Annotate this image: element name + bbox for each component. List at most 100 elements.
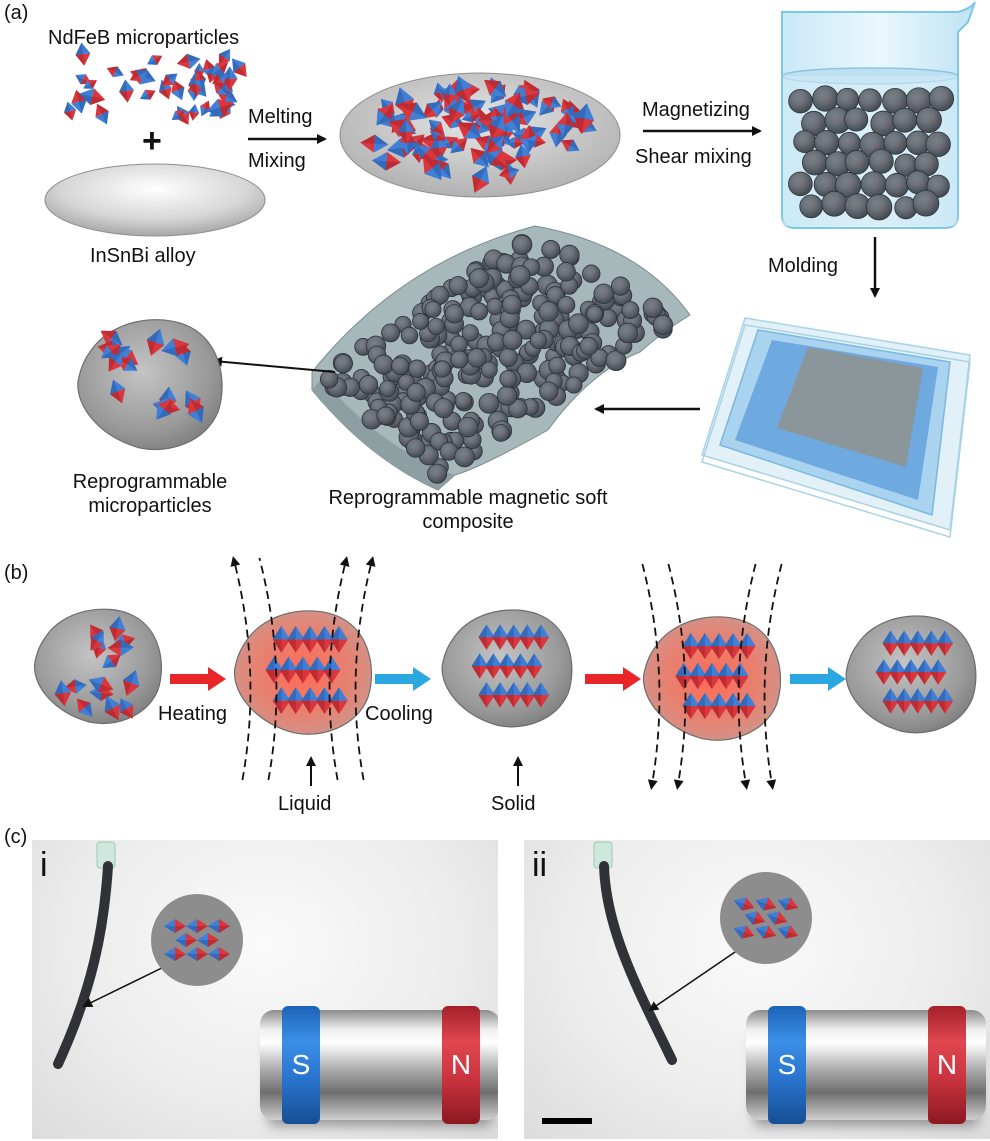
magnetic-field-line <box>328 556 350 781</box>
random-crystal <box>122 670 140 696</box>
aligned-crystal <box>930 659 947 685</box>
aligned-crystal <box>294 656 312 684</box>
mixed-particle <box>470 147 489 168</box>
aligned-crystal <box>532 682 550 708</box>
beaker-particle <box>914 151 939 177</box>
sheet-particle <box>509 265 531 286</box>
sheet-particle <box>406 382 426 402</box>
ndfeb-particle <box>171 110 185 120</box>
sheet-particle <box>405 438 426 458</box>
mixed-particle <box>422 101 443 119</box>
label-magnetizing: Magnetizing <box>642 99 750 121</box>
microparticle-crystal <box>188 398 204 424</box>
stage-liquid-aligning <box>230 556 376 781</box>
arrow-cooling-1 <box>375 667 431 691</box>
label-molding: Molding <box>768 255 839 277</box>
sheet-particle <box>319 370 339 389</box>
ndfeb-particle <box>119 79 134 103</box>
ndfeb-particle <box>213 81 229 96</box>
ndfeb-particle <box>188 104 200 121</box>
sheet-particle <box>433 360 451 378</box>
beaker-particle <box>912 189 940 217</box>
photo-i: i S N <box>32 840 498 1139</box>
mixed-particle <box>371 152 402 171</box>
sheet-particle <box>412 313 429 330</box>
magnet-south-band-i: S <box>282 1006 320 1124</box>
aligned-crystal <box>909 688 926 714</box>
sheet-particle <box>478 393 500 414</box>
sheet-particle <box>539 381 559 401</box>
sheet-particle <box>492 424 510 442</box>
aligned-crystal <box>301 687 319 715</box>
sheet-particle <box>379 380 397 397</box>
sheet-particle <box>470 302 489 321</box>
stage-random-solid <box>34 608 162 724</box>
beaker-particle <box>814 129 840 156</box>
mixed-particle <box>486 135 505 153</box>
aligned-crystal <box>485 653 502 679</box>
magnet-south-label-i: S <box>291 1049 311 1080</box>
ndfeb-particle <box>63 101 77 121</box>
sheet-particle <box>642 297 664 318</box>
aligned-crystal <box>505 624 522 650</box>
beaker-particle <box>915 106 942 133</box>
aligned-crystal <box>724 692 742 720</box>
aligned-crystal <box>478 682 495 708</box>
beaker-particle <box>801 149 828 176</box>
aligned-crystal <box>279 656 298 684</box>
aligned-crystal <box>315 687 334 715</box>
mixed-particle <box>498 166 520 180</box>
sheet-particle <box>433 398 454 419</box>
aligned-crystal <box>287 625 305 653</box>
magnet-north-band-i: N <box>442 1006 480 1124</box>
aligned-crystal <box>682 632 700 660</box>
ndfeb-particle <box>218 48 231 66</box>
mixed-particle <box>428 119 445 134</box>
composite-sheet-particles <box>319 234 674 484</box>
microparticle-crystal <box>110 379 126 404</box>
sheet-particle <box>516 319 536 340</box>
sheet-particle <box>457 416 479 438</box>
beaker-particle <box>925 131 951 158</box>
arrow-heating-2 <box>585 667 641 691</box>
microparticle-crystal <box>101 344 121 359</box>
label-insnbi-alloy: InSnBi alloy <box>90 245 196 267</box>
label-mixing: Mixing <box>248 150 306 172</box>
plus-sign: + <box>142 122 162 160</box>
sheet-particle <box>548 356 566 375</box>
mixed-particle <box>417 144 435 162</box>
sheet-particle <box>427 317 445 335</box>
mixed-particle <box>442 83 457 106</box>
sheet-particle <box>557 296 576 314</box>
sheet-particle <box>454 391 473 410</box>
sheet-particle <box>400 326 419 345</box>
microparticle-crystal <box>156 399 172 420</box>
ndfeb-particle <box>200 100 211 117</box>
arrow-zoom-microparticle <box>212 356 336 373</box>
sheet-particle <box>497 385 518 406</box>
sheet-particle <box>502 294 522 315</box>
random-crystal <box>120 698 134 719</box>
mixed-particle <box>484 79 507 97</box>
ndfeb-particle <box>129 69 149 82</box>
aligned-crystal <box>519 682 536 708</box>
arrow-cooling-2 <box>790 667 846 691</box>
photo-i-label: i <box>40 846 48 884</box>
aligned-crystal <box>492 624 509 650</box>
sheet-particle <box>559 244 580 266</box>
sheet-particle <box>593 283 614 304</box>
beaker-particle <box>865 193 893 221</box>
panel-b-tag: (b) <box>4 562 29 584</box>
bar-magnet-ii: S N <box>746 1006 986 1124</box>
ndfeb-particle <box>212 73 228 84</box>
aligned-crystal <box>936 688 954 714</box>
label-liquid: Liquid <box>278 793 332 815</box>
beaker-particle <box>883 130 908 155</box>
aligned-crystal <box>703 662 721 690</box>
sheet-particle <box>516 362 537 383</box>
sheet-particle <box>582 264 601 283</box>
aligned-crystal <box>526 653 543 679</box>
sheet-particle <box>529 331 547 349</box>
magnetic-field-line <box>763 563 783 790</box>
